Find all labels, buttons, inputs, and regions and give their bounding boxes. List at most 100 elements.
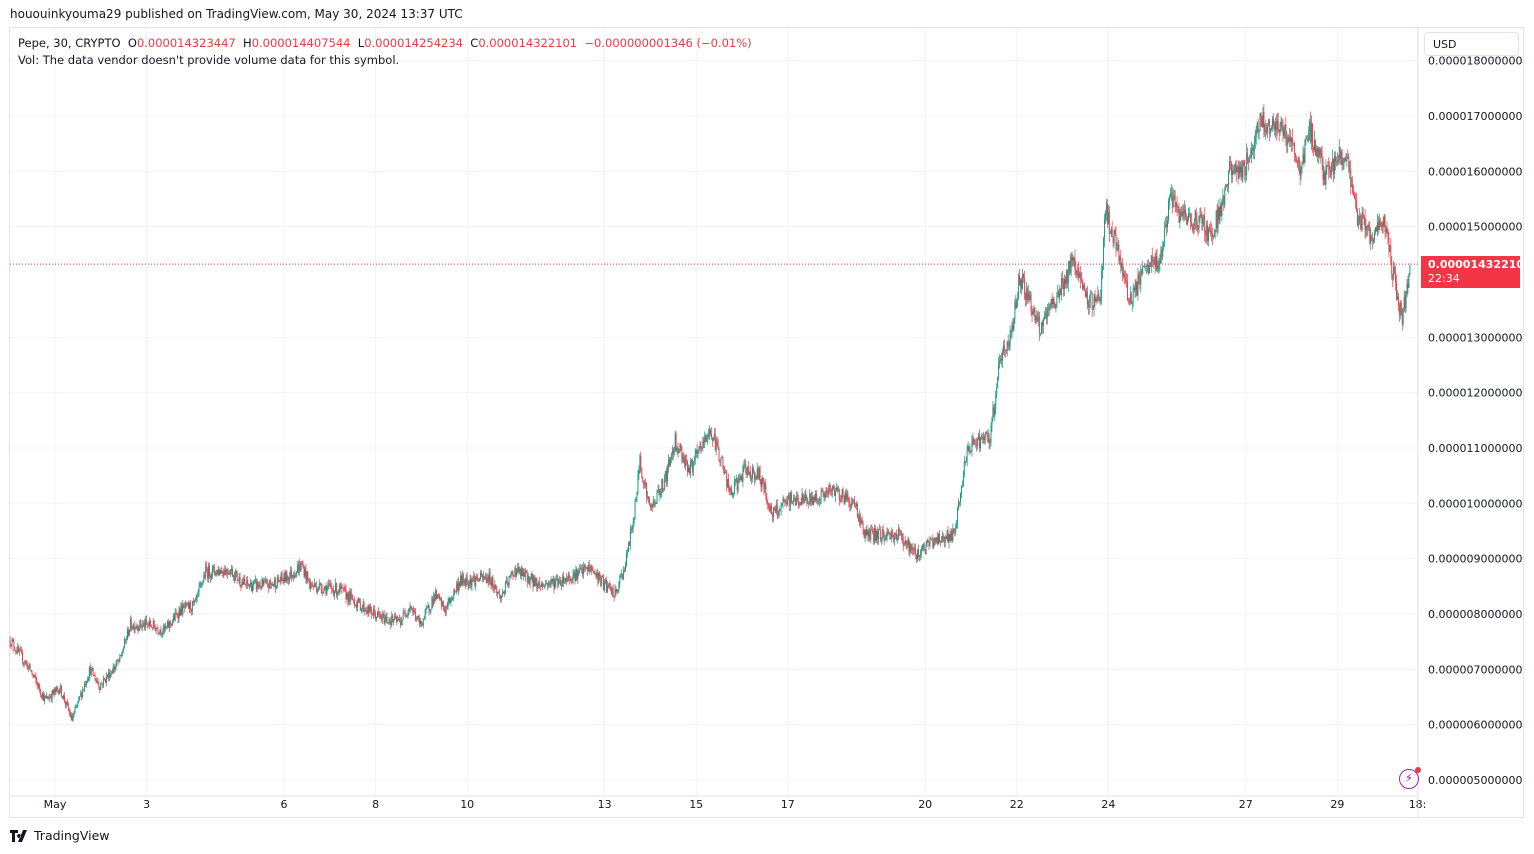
candle-down [681,448,683,460]
candle-down [1371,236,1373,240]
candle-down [935,538,937,542]
candle-up [258,585,260,587]
candle-down [565,577,567,582]
candle-up [86,680,88,683]
lightning-icon[interactable]: ⚡ [1399,767,1421,789]
candle-up [362,603,364,608]
candle-up [754,476,756,480]
symbol-label[interactable]: Pepe, 30, CRYPTO [18,36,121,50]
candle-up [655,503,657,504]
candle-up [934,538,936,544]
candle-down [343,587,345,589]
candle-down [979,435,980,449]
candle-down [1186,218,1188,225]
candle-down [356,604,357,608]
candle-down [288,577,290,581]
candle-down [536,578,538,589]
candle-down [794,498,796,506]
candle-up [155,628,157,631]
candle-down [113,666,115,670]
candle-down [410,607,412,610]
candle-down [865,529,867,536]
candle-down [1272,118,1274,126]
candle-up [541,583,543,587]
candle-down [1260,113,1262,117]
candle-down [767,502,769,505]
candle-down [50,697,52,700]
candle-up [584,565,585,568]
candle-down [1166,224,1168,227]
candle-up [1343,157,1345,161]
candle-up [450,601,452,603]
currency-selector[interactable]: USD [1424,32,1519,56]
candle-up [1297,157,1299,164]
candle-down [160,629,162,634]
candle-up [273,584,274,586]
candle-up [909,544,911,553]
candle-down [1252,148,1254,152]
candle-down [1036,316,1038,322]
candle-up [1383,216,1385,227]
candle-down [195,599,197,600]
candle-up [1106,203,1107,214]
candle-down [1045,313,1047,318]
candle-up [559,580,561,582]
candle-up [1408,274,1410,288]
candle-down [188,603,189,609]
candle-up [482,576,484,579]
candle-up [550,579,552,584]
candle-up [109,673,111,679]
candle-down [135,627,137,629]
candle-up [1160,250,1162,259]
candle-up [401,619,403,622]
candle-down [1335,161,1337,163]
candle-down [325,586,327,594]
candle-up [1272,118,1273,128]
candle-up [514,568,516,577]
candle-up [382,614,384,615]
candle-up [1110,228,1112,234]
candle-down [472,580,474,582]
candle-down [717,441,719,449]
candle-up [1010,330,1012,333]
candle-up [1027,292,1029,301]
candle-up [897,539,898,540]
candle-up [1206,225,1208,236]
candle-up [252,581,254,587]
candle-down [863,531,865,538]
candle-down [947,530,949,543]
candle-up [780,505,782,510]
tradingview-logo[interactable]: TradingView [10,828,110,843]
candle-up [1104,219,1105,239]
candle-up [1280,121,1282,124]
candle-up [1193,221,1195,230]
candle-down [574,573,576,581]
candle-up [866,530,868,536]
candle-down [783,498,785,501]
candle-down [106,675,108,678]
candle-up [220,570,222,575]
candle-down [97,681,99,684]
candle-up [965,460,967,463]
candle-up [792,501,793,503]
candle-up [533,578,535,587]
candle-up [70,714,72,718]
candle-up [650,505,652,508]
candle-down [311,583,313,585]
candle-up [263,581,265,585]
candle-down [882,529,884,532]
candle-down [434,594,436,601]
candle-up [594,573,596,575]
candle-up [273,579,275,585]
candle-up [400,621,402,625]
candle-up [376,616,377,619]
candle-down [850,506,852,508]
candle-down [750,471,751,480]
tv-logo-icon [10,829,27,842]
candle-down [474,575,476,586]
candle-down [25,661,27,664]
candle-down [495,584,497,590]
candle-down [1031,312,1033,315]
candle-up [1133,287,1135,289]
